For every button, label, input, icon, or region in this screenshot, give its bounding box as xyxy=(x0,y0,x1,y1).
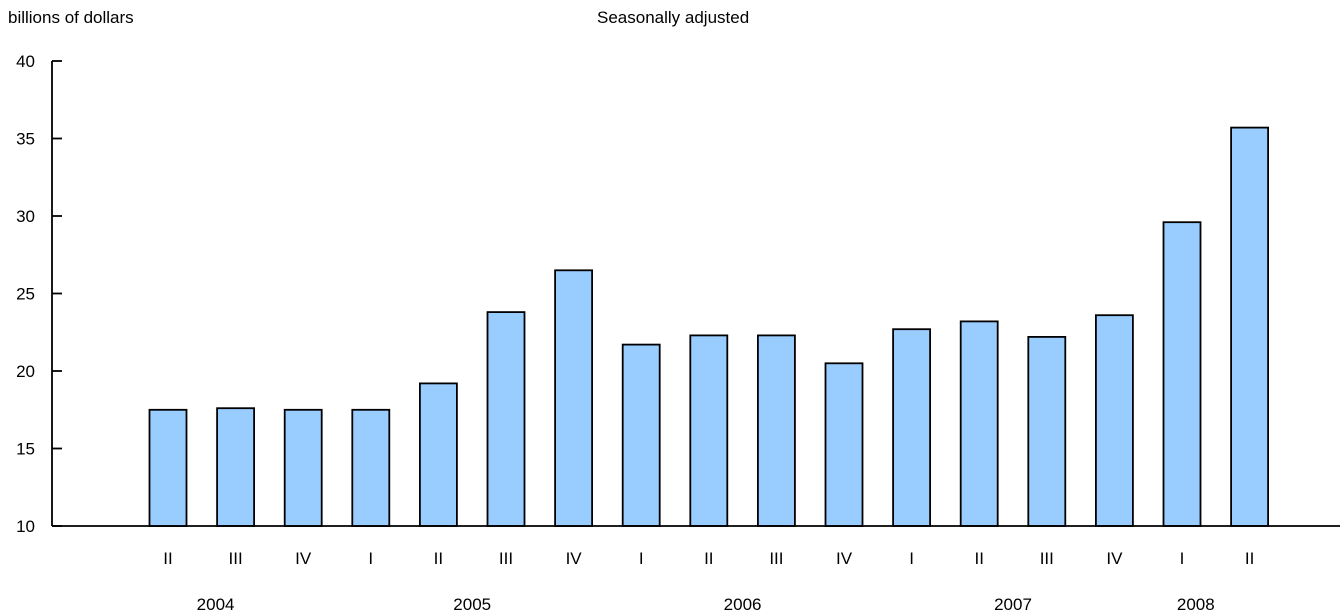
chart-subtitle: Seasonally adjusted xyxy=(597,8,750,27)
y-tick-label: 40 xyxy=(16,52,35,71)
y-tick-label: 30 xyxy=(16,207,35,226)
bar xyxy=(824,362,864,527)
year-label: 2004 xyxy=(197,595,235,614)
x-tick-label: III xyxy=(1040,549,1054,568)
bar xyxy=(554,269,593,527)
x-tick-label: III xyxy=(499,549,513,568)
year-label: 2005 xyxy=(453,595,491,614)
x-tick-label: IV xyxy=(1106,549,1123,568)
bar xyxy=(351,408,391,527)
bar xyxy=(486,311,526,527)
bar xyxy=(689,334,729,527)
x-tick-label: IV xyxy=(295,549,312,568)
x-tick-label: II xyxy=(434,549,443,568)
bar xyxy=(283,408,323,527)
y-tick-label: 25 xyxy=(16,285,35,304)
bar xyxy=(757,334,796,527)
y-tick-label: 20 xyxy=(16,362,35,381)
x-tick-label: I xyxy=(1180,549,1185,568)
bar xyxy=(1230,126,1269,527)
year-label: 2006 xyxy=(724,595,762,614)
bar xyxy=(892,328,931,527)
x-tick-label: I xyxy=(639,549,644,568)
x-tick-label: II xyxy=(704,549,713,568)
bar xyxy=(621,343,661,527)
x-tick-label: II xyxy=(1245,549,1254,568)
bar xyxy=(1162,221,1202,527)
x-tick-label: II xyxy=(974,549,983,568)
bar xyxy=(1095,314,1134,527)
bar xyxy=(1027,335,1067,527)
year-label: 2007 xyxy=(994,595,1032,614)
x-tick-label: IV xyxy=(836,549,853,568)
y-axis-label: billions of dollars xyxy=(8,8,134,27)
y-tick-label: 10 xyxy=(16,517,35,536)
bar xyxy=(418,382,458,527)
x-tick-label: I xyxy=(909,549,914,568)
x-tick-label: IV xyxy=(566,549,583,568)
x-tick-label: I xyxy=(368,549,373,568)
year-label: 2008 xyxy=(1177,595,1215,614)
y-tick-label: 35 xyxy=(16,130,35,149)
x-tick-label: III xyxy=(769,549,783,568)
y-tick-label: 15 xyxy=(16,440,35,459)
bar xyxy=(216,407,256,527)
bar xyxy=(959,320,999,527)
bar xyxy=(148,408,188,527)
x-tick-label: III xyxy=(229,549,243,568)
x-tick-label: II xyxy=(163,549,172,568)
